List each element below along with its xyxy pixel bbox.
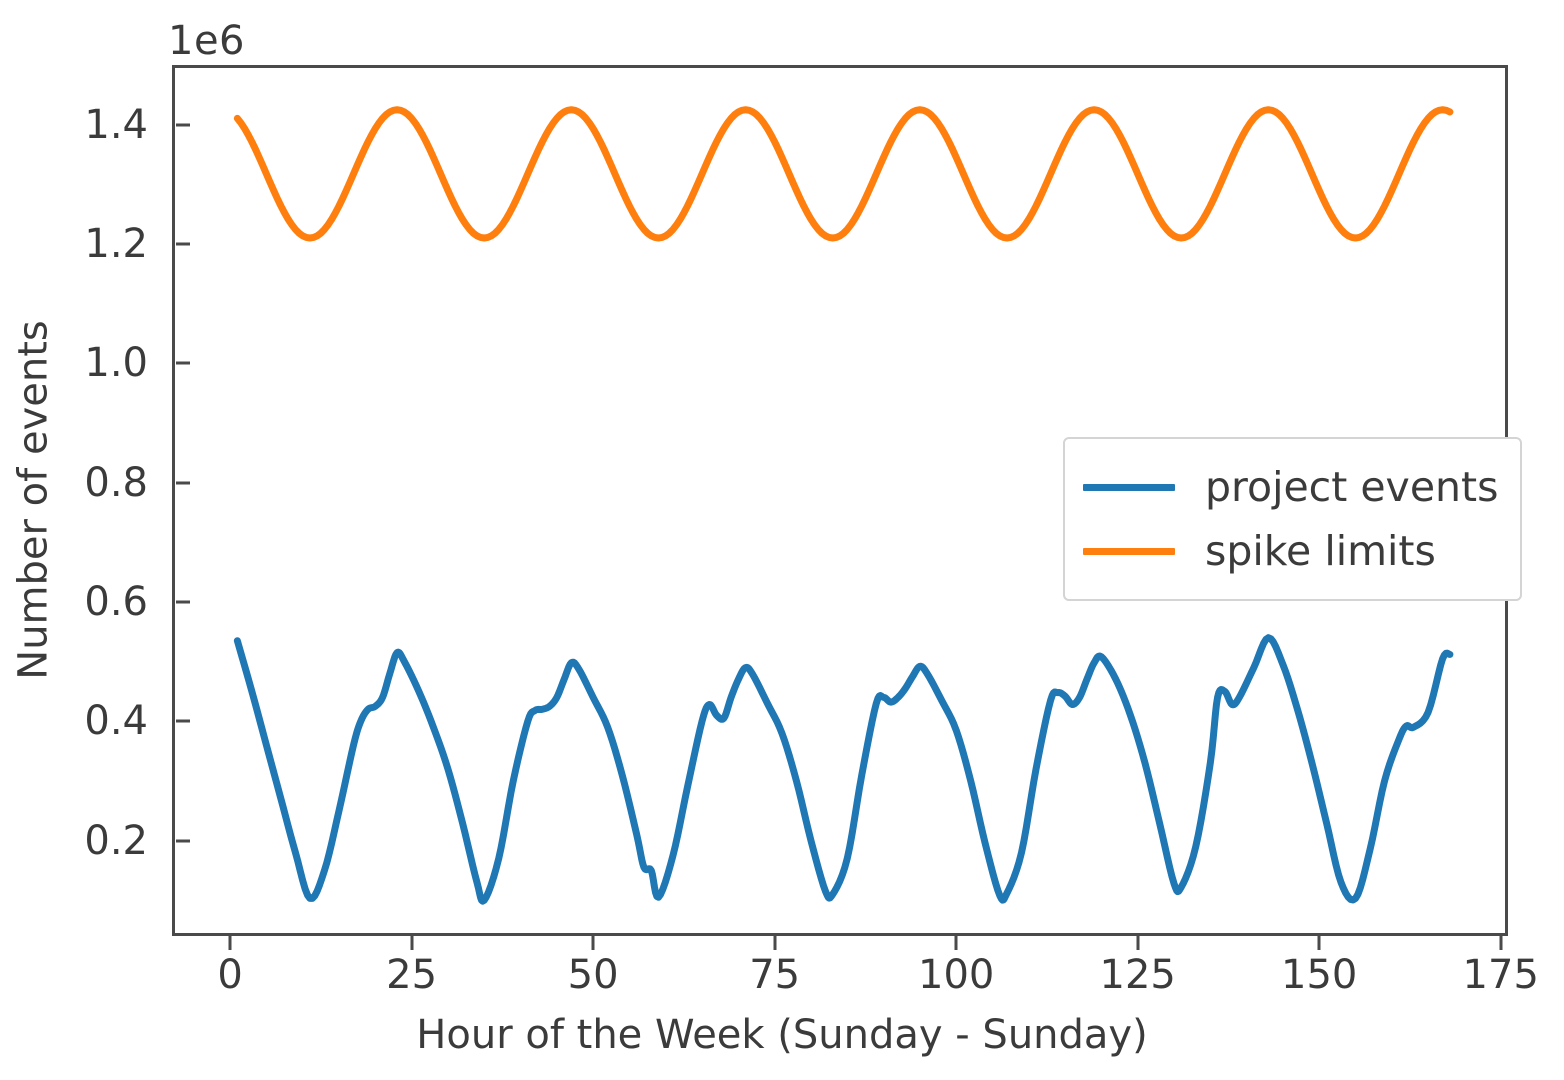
y-tick-label: 0.8	[84, 459, 148, 506]
y-axis-offset-text: 1e6	[168, 18, 246, 64]
x-tick-label: 75	[749, 952, 801, 998]
y-tick-label: 0.6	[84, 578, 148, 625]
y-tick-label: 0.4	[84, 698, 148, 745]
y-axis-label: Number of events	[11, 320, 57, 680]
y-tick-mark	[176, 481, 190, 485]
y-tick-mark	[176, 839, 190, 843]
y-tick-label: 1.0	[84, 340, 148, 387]
y-axis-ticks: 0.2 0.4 0.6 0.8 1.0 1.2 1.4	[18, 0, 190, 1080]
legend-item-spike-limits[interactable]: spike limits	[1083, 519, 1498, 583]
x-tick-label: 100	[917, 952, 995, 998]
y-tick-mark	[176, 600, 190, 604]
x-axis-label: Hour of the Week (Sunday - Sunday)	[416, 1012, 1148, 1058]
legend[interactable]: project events spike limits	[1063, 437, 1523, 601]
y-tick-mark	[176, 242, 190, 246]
legend-item-project-events[interactable]: project events	[1083, 455, 1498, 519]
x-tick-mark	[591, 936, 595, 950]
y-tick-label: 1.2	[84, 220, 148, 267]
x-tick-label: 175	[1462, 952, 1539, 998]
x-tick-label: 125	[1099, 952, 1176, 998]
x-tick-label: 25	[386, 952, 438, 998]
x-tick-mark	[1499, 936, 1503, 950]
legend-label-spike-limits: spike limits	[1205, 527, 1436, 575]
x-tick-mark	[773, 936, 777, 950]
x-tick-mark	[1136, 936, 1140, 950]
x-tick-label: 150	[1281, 952, 1358, 998]
x-tick-mark	[1317, 936, 1321, 950]
y-tick-mark	[176, 361, 190, 365]
x-tick-mark	[410, 936, 414, 950]
y-tick-mark	[176, 719, 190, 723]
legend-label-project-events: project events	[1205, 463, 1499, 511]
legend-swatch-spike-limits	[1083, 547, 1175, 555]
x-tick-label: 0	[217, 952, 243, 998]
y-axis-label-wrapper: Number of events	[8, 0, 60, 1000]
y-tick-label: 0.2	[84, 817, 148, 864]
y-tick-mark	[176, 123, 190, 127]
legend-swatch-project-events	[1083, 483, 1175, 491]
x-tick-label: 50	[567, 952, 619, 998]
y-tick-label: 1.4	[84, 101, 148, 148]
x-tick-mark	[954, 936, 958, 950]
x-tick-mark	[228, 936, 232, 950]
